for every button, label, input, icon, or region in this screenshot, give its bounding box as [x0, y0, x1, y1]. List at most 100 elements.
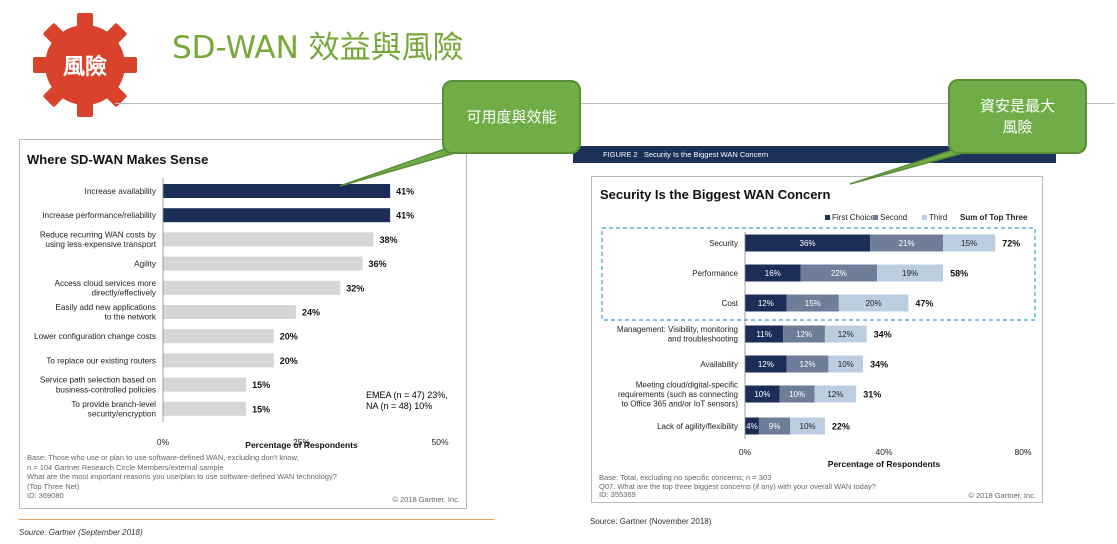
category-label: Access cloud services more directly/effec…	[55, 279, 157, 298]
footer-line: ID: 369080	[27, 491, 64, 500]
risk-gear-badge: 風險	[20, 5, 150, 135]
x-tick-label: 0%	[739, 447, 752, 457]
bar	[163, 329, 274, 344]
segment-label: 10%	[789, 390, 805, 399]
x-tick-label: 80%	[1014, 447, 1031, 457]
segment-label: 10%	[838, 360, 854, 369]
segment-label: 12%	[796, 330, 812, 339]
bar-segment	[943, 234, 996, 252]
category-label: To provide branch-level security/encrypti…	[71, 400, 156, 419]
footer-line: Base: Those who use or plan to use softw…	[27, 453, 299, 462]
bar-segment	[745, 325, 784, 343]
badge-label: 風險	[62, 55, 107, 80]
bar	[163, 377, 247, 392]
bar-segment	[745, 234, 871, 252]
left-chart-panel: Where SD-WAN Makes Sense Increase availa…	[19, 139, 467, 509]
bar-segment	[786, 294, 839, 312]
total-label: 34%	[870, 360, 888, 370]
bar	[163, 256, 363, 271]
footer-line: What are the most important reasons you …	[27, 472, 337, 481]
category-label: Performance	[692, 269, 738, 278]
category-label: Cost	[722, 299, 739, 308]
bar	[163, 208, 391, 223]
bar-segment	[758, 417, 791, 435]
bar-segment	[779, 385, 815, 403]
footer-line: ID: 355369	[599, 490, 636, 499]
segment-label: 9%	[769, 422, 781, 431]
page-title: SD-WAN 效益與風險	[172, 30, 464, 66]
value-label: 20%	[280, 332, 298, 342]
value-label: 15%	[252, 380, 270, 390]
value-label: 32%	[346, 283, 364, 293]
highlight-box	[601, 227, 1036, 321]
left-bar-chart: Increase availability 41% Increase perform…	[34, 178, 449, 450]
segment-label: 16%	[765, 269, 781, 278]
segment-label: 15%	[961, 239, 977, 248]
category-label: Lower configuration change costs	[34, 332, 156, 341]
x-tick-label: 25%	[293, 437, 310, 447]
category-label: Management: Visibility, monitoring and tr…	[617, 325, 738, 344]
category-label: Security	[709, 239, 738, 248]
category-label: Easily add new applications to the networ…	[55, 303, 156, 322]
legend-label: Third	[929, 213, 947, 222]
footer-line: n = 104 Gartner Research Circle Members/…	[27, 462, 224, 472]
bar-segment	[745, 417, 759, 435]
bar-segment	[783, 325, 825, 343]
right-chart-footer: Base: Total, excluding no specific conce…	[599, 473, 876, 500]
x-tick-label: 50%	[431, 437, 448, 447]
footer-line: (Top Three Net)	[27, 481, 80, 491]
category-label: Service path selection based on business-…	[40, 376, 157, 395]
x-tick-label: 0%	[157, 437, 170, 447]
bar-segment	[745, 385, 780, 403]
left-chart-note: EMEA (n = 47) 23%, NA (n = 48) 10%	[366, 390, 448, 411]
bar	[163, 280, 341, 295]
total-label: 34%	[874, 330, 892, 340]
segment-label: 12%	[758, 360, 774, 369]
total-label: 72%	[1002, 239, 1020, 249]
legend-label: First Choice	[832, 213, 875, 222]
segment-label: 36%	[800, 239, 816, 248]
divider	[115, 103, 1115, 104]
segment-label: 11%	[756, 330, 771, 339]
category-label: Availability	[700, 360, 738, 369]
bar	[163, 232, 374, 247]
bar-segment	[828, 355, 864, 373]
source-rule	[19, 519, 494, 520]
legend-swatch	[825, 215, 830, 220]
callout-availability-performance: 可用度與效能	[442, 80, 581, 154]
right-copyright: © 2018 Gartner, Inc.	[968, 491, 1036, 500]
category-label: Meeting cloud/digital-specific requiremen…	[618, 380, 738, 408]
category-label: Reduce recurring WAN costs by using less-…	[40, 230, 157, 249]
legend-swatch	[922, 215, 927, 220]
category-label: Lack of agility/flexibility	[657, 422, 738, 431]
value-label: 24%	[302, 308, 320, 318]
segment-label: 12%	[827, 390, 843, 399]
segment-label: 10%	[800, 422, 816, 431]
category-label: Increase performance/reliability	[42, 211, 157, 220]
bar-segment	[800, 264, 878, 282]
x-axis-title: Percentage of Respondents	[245, 440, 358, 450]
bar	[163, 184, 391, 198]
segment-label: 10%	[754, 390, 770, 399]
value-label: 15%	[252, 404, 270, 414]
footer-line: Q07. What are the top three biggest conc…	[599, 481, 876, 491]
segment-label: 12%	[838, 330, 854, 339]
bar-segment	[745, 294, 787, 312]
x-axis-title: Percentage of Respondents	[828, 459, 941, 469]
right-chart-title: Security Is the Biggest WAN Concern	[600, 187, 831, 202]
segment-label: 12%	[758, 299, 774, 308]
value-label: 20%	[280, 356, 298, 366]
segment-label: 12%	[800, 360, 816, 369]
callout-security-risk: 資安是最大 風險	[948, 79, 1087, 154]
bar-segment	[790, 417, 825, 435]
figure-label: FIGURE 2 Security Is the Biggest WAN Con…	[603, 150, 769, 159]
segment-label: 4%	[746, 422, 758, 431]
bar-segment	[786, 355, 829, 373]
right-source: Source: Gartner (November 2018)	[590, 517, 712, 526]
x-tick-label: 40%	[875, 447, 892, 457]
segment-label: 19%	[902, 269, 918, 278]
left-source: Source: Gartner (September 2018)	[19, 528, 143, 537]
bar	[163, 305, 296, 319]
value-label: 36%	[368, 259, 386, 269]
segment-label: 21%	[899, 239, 915, 248]
